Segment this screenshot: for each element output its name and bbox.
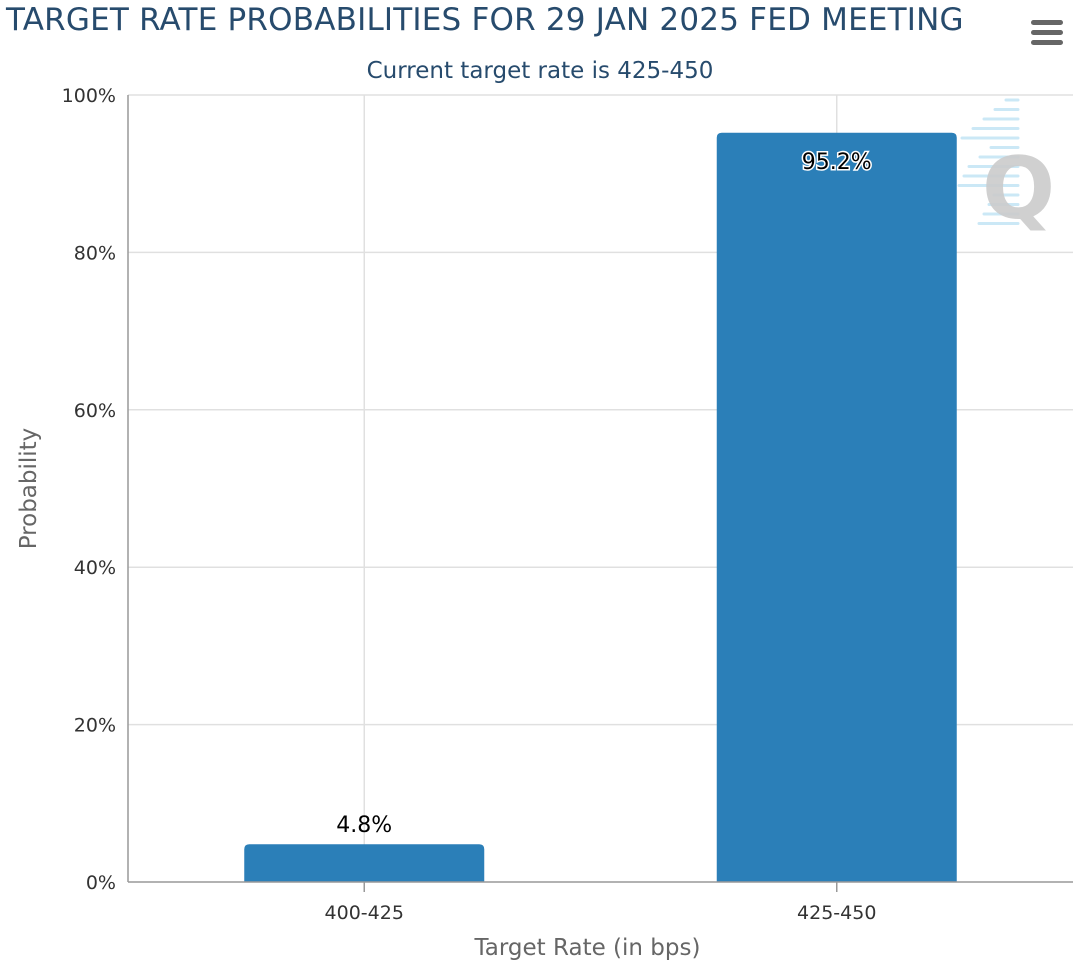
x-tick-label: 400-425 — [325, 902, 404, 924]
data-labels: 4.8% 95.2% — [336, 148, 873, 838]
watermark-letter: Q — [982, 139, 1055, 239]
bars — [244, 132, 957, 882]
y-tick-label: 0% — [86, 872, 116, 894]
chart-title: TARGET RATE PROBABILITIES FOR 29 JAN 202… — [6, 2, 964, 38]
y-tick-label: 40% — [74, 557, 116, 579]
y-tick-label: 20% — [74, 715, 116, 737]
menu-line — [1031, 20, 1063, 25]
chart-subtitle: Current target rate is 425-450 — [366, 58, 714, 84]
y-tick-label: 80% — [74, 242, 116, 264]
menu-line — [1031, 30, 1063, 35]
y-axis-title: Probability — [16, 428, 42, 550]
x-tick-label: 425-450 — [797, 902, 876, 924]
hamburger-menu-icon[interactable] — [1027, 18, 1067, 48]
x-axis-title: Target Rate (in bps) — [474, 935, 701, 961]
axes: 0% 20% 40% 60% 80% 100% 400-425 425-450 Target R… — [16, 85, 1073, 961]
y-tick-label: 100% — [62, 85, 116, 107]
menu-line — [1031, 40, 1063, 45]
bar-425-450 — [716, 132, 957, 882]
data-label: 4.8% — [336, 813, 392, 838]
q-logo-icon: Q — [957, 98, 1055, 239]
data-label: 95.2% — [802, 150, 872, 175]
y-tick-label: 60% — [74, 400, 116, 422]
bar-400-425 — [244, 844, 485, 882]
